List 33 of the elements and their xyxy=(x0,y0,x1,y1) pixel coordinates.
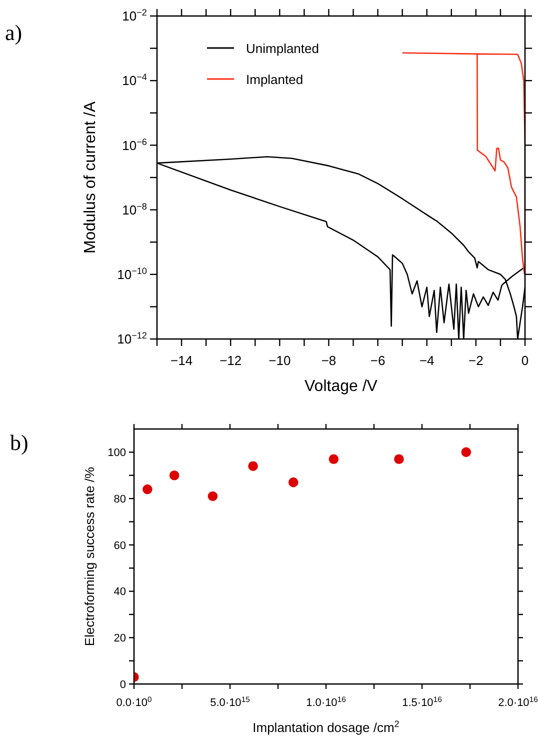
y-tick-label: 40 xyxy=(114,586,126,598)
y-tick-label: 60 xyxy=(114,540,126,552)
y-tick-label: 20 xyxy=(114,632,126,644)
y-tick-label: 10$^{−12}$ xyxy=(117,330,147,347)
y-tick-label: 80 xyxy=(114,493,126,506)
text: a) xyxy=(5,20,22,45)
x-tick-label: 5.0·10$^{15}$ xyxy=(210,694,250,709)
x-tick-label: −4 xyxy=(419,353,434,368)
y-tick-label: 10$^{−6}$ xyxy=(122,136,147,153)
x-tick-label: −6 xyxy=(370,353,386,368)
legend-label: Implanted xyxy=(246,72,304,87)
x-tick-label: 2.0·10$^{16}$ xyxy=(498,694,538,709)
y-tick-label: 10$^{−2}$ xyxy=(122,8,147,24)
y-tick-label: 10$^{−4}$ xyxy=(122,72,147,88)
y-axis-title: Modulus of current /A xyxy=(82,101,99,254)
x-axis-title: Implantation dosage /cm$^{2}$ xyxy=(252,719,400,735)
x-tick-label: 0.0·10$^{0}$ xyxy=(116,694,152,709)
x-tick-label: −2 xyxy=(468,353,484,368)
y-axis-title: Electroforming success rate /% xyxy=(82,466,97,646)
x-tick-label: −8 xyxy=(321,353,336,368)
x-axis-title: Voltage /V xyxy=(304,378,378,395)
x-tick-label: −14 xyxy=(170,353,193,368)
legend-label: Unimplanted xyxy=(246,41,319,56)
x-tick-label: 1.5·10$^{16}$ xyxy=(402,694,442,709)
x-tick-label: −10 xyxy=(268,353,291,368)
y-tick-label: 0 xyxy=(120,678,126,691)
y-tick-label: 10$^{−8}$ xyxy=(122,201,147,218)
text: b) xyxy=(10,430,28,455)
x-tick-label: 1.0·10$^{16}$ xyxy=(306,694,346,709)
y-tick-label: 100 xyxy=(108,447,126,460)
x-tick-label: −12 xyxy=(220,353,242,368)
x-tick-label: 0 xyxy=(521,353,529,368)
y-tick-label: 10$^{−10}$ xyxy=(117,266,147,282)
